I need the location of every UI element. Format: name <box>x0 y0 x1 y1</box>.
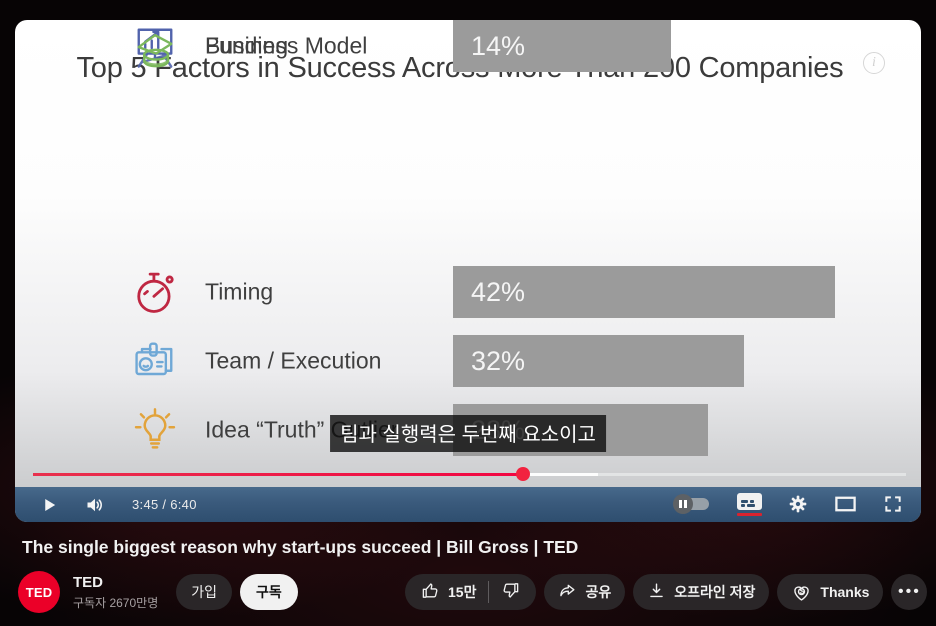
captions-button[interactable] <box>737 492 762 517</box>
video-title: The single biggest reason why start-ups … <box>22 537 579 557</box>
bar-value: 42% <box>471 276 526 307</box>
thanks-button[interactable]: $ Thanks <box>777 574 884 610</box>
actions-row: 15만 공유 오프라인 저장 $ <box>405 574 928 610</box>
thumb-up-icon <box>421 581 440 603</box>
volume-icon[interactable] <box>84 495 106 515</box>
bar-funding: 14% <box>453 20 581 72</box>
factor-label: Team / Execution <box>205 347 382 374</box>
share-label: 공유 <box>585 584 612 600</box>
chart-row: Team / Execution 32% <box>15 335 921 387</box>
theater-mode-icon[interactable] <box>834 495 857 513</box>
factor-label: Business Model <box>205 32 368 59</box>
captions-on-underline <box>737 513 762 517</box>
video-player[interactable]: i Top 5 Factors in Success Across More T… <box>15 20 921 522</box>
thanks-label: Thanks <box>820 584 870 600</box>
bar-timing: 42% <box>453 266 836 318</box>
bar-value: 32% <box>471 345 526 376</box>
more-actions-button[interactable]: ••• <box>891 574 928 610</box>
progress-scrubber[interactable] <box>516 467 530 482</box>
bar-team-execution: 32% <box>453 335 745 387</box>
download-label: 오프라인 저장 <box>674 584 756 600</box>
share-button[interactable]: 공유 <box>544 574 626 610</box>
play-button[interactable] <box>41 496 58 514</box>
autoplay-toggle[interactable] <box>673 494 711 515</box>
heart-dollar-icon: $ <box>791 582 812 603</box>
thumb-down-icon <box>501 581 520 603</box>
dislike-button[interactable] <box>489 574 532 610</box>
more-icon: ••• <box>898 583 921 600</box>
share-icon <box>558 581 577 603</box>
subscribe-button[interactable]: 구독 <box>240 574 298 610</box>
settings-gear-icon[interactable] <box>788 494 808 514</box>
chart-row: Funding 14% <box>15 20 921 72</box>
fullscreen-icon[interactable] <box>883 494 903 514</box>
download-icon <box>647 581 666 603</box>
factor-label: Timing <box>205 278 274 305</box>
download-button[interactable]: 오프라인 저장 <box>633 574 770 610</box>
coins-icon <box>127 20 183 74</box>
autoplay-pause-icon <box>673 494 693 515</box>
channel-name[interactable]: TED <box>73 573 103 591</box>
factor-label: Funding <box>205 32 289 59</box>
subtitle-caption: 팀과 실행력은 두번째 요소이고 <box>330 415 606 452</box>
progress-played <box>33 472 523 476</box>
like-count: 15만 <box>448 584 477 600</box>
like-button[interactable]: 15만 <box>409 574 488 610</box>
player-control-bar: 3:45 / 6:40 <box>15 487 921 522</box>
id-badge-icon <box>127 333 183 389</box>
progress-buffered <box>523 472 598 476</box>
progress-bar[interactable] <box>33 467 906 482</box>
channel-avatar[interactable]: TED <box>18 571 60 613</box>
channel-row: TED TED 구독자 2670만명 가입 구독 <box>18 571 298 613</box>
bar-value: 14% <box>471 30 526 61</box>
slide-info-icon: i <box>863 52 885 74</box>
lightbulb-icon <box>127 402 183 458</box>
join-button[interactable]: 가입 <box>176 574 232 610</box>
captions-icon <box>737 492 762 510</box>
pill-divider <box>488 581 490 603</box>
time-display: 3:45 / 6:40 <box>132 497 197 512</box>
chart-row: Timing 42% <box>15 266 921 318</box>
stopwatch-icon <box>127 264 183 320</box>
subscriber-count: 구독자 2670만명 <box>73 595 159 610</box>
like-dislike-pill: 15만 <box>405 574 537 610</box>
